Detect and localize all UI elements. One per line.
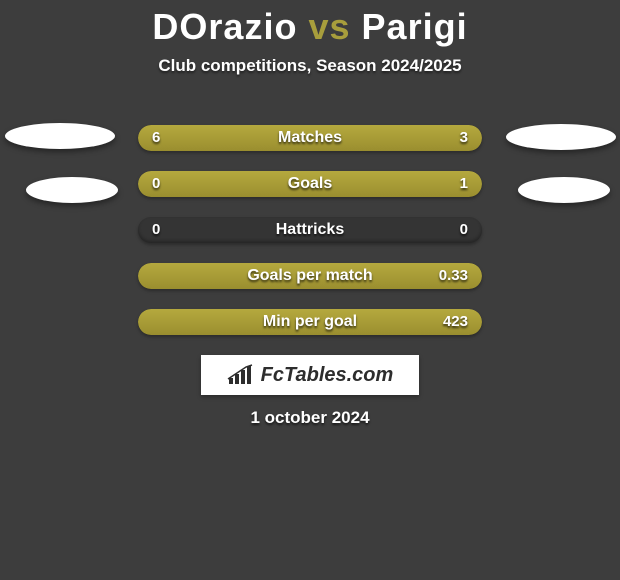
- stat-bar: Min per goal423: [138, 309, 482, 335]
- stat-bar: 0Hattricks0: [138, 217, 482, 243]
- logo-box: FcTables.com: [201, 355, 419, 395]
- player2-badge-large: [506, 124, 616, 150]
- stat-bar: 6Matches3: [138, 125, 482, 151]
- stat-label: Hattricks: [138, 217, 482, 243]
- comparison-card: DOrazio vs Parigi Club competitions, Sea…: [0, 0, 620, 580]
- stat-bar: Goals per match0.33: [138, 263, 482, 289]
- player1-name: DOrazio: [152, 6, 297, 47]
- stat-value-right: 423: [443, 309, 468, 335]
- player2-badge-small: [518, 177, 610, 203]
- vs-text: vs: [308, 6, 350, 47]
- date-text: 1 october 2024: [0, 408, 620, 428]
- logo-text: FcTables.com: [261, 364, 394, 387]
- stat-label: Min per goal: [138, 309, 482, 335]
- stat-bar: 0Goals1: [138, 171, 482, 197]
- bar-chart-icon: [227, 364, 255, 386]
- stat-value-right: 0.33: [439, 263, 468, 289]
- player1-badge-large: [5, 123, 115, 149]
- stat-value-right: 3: [460, 125, 468, 151]
- stat-value-right: 1: [460, 171, 468, 197]
- player1-badge-small: [26, 177, 118, 203]
- stat-value-right: 0: [460, 217, 468, 243]
- stat-label: Matches: [138, 125, 482, 151]
- player2-name: Parigi: [362, 6, 468, 47]
- page-title: DOrazio vs Parigi: [0, 0, 620, 48]
- stat-label: Goals: [138, 171, 482, 197]
- stat-label: Goals per match: [138, 263, 482, 289]
- stat-bars: 6Matches30Goals10Hattricks0Goals per mat…: [138, 125, 482, 355]
- subtitle: Club competitions, Season 2024/2025: [0, 56, 620, 76]
